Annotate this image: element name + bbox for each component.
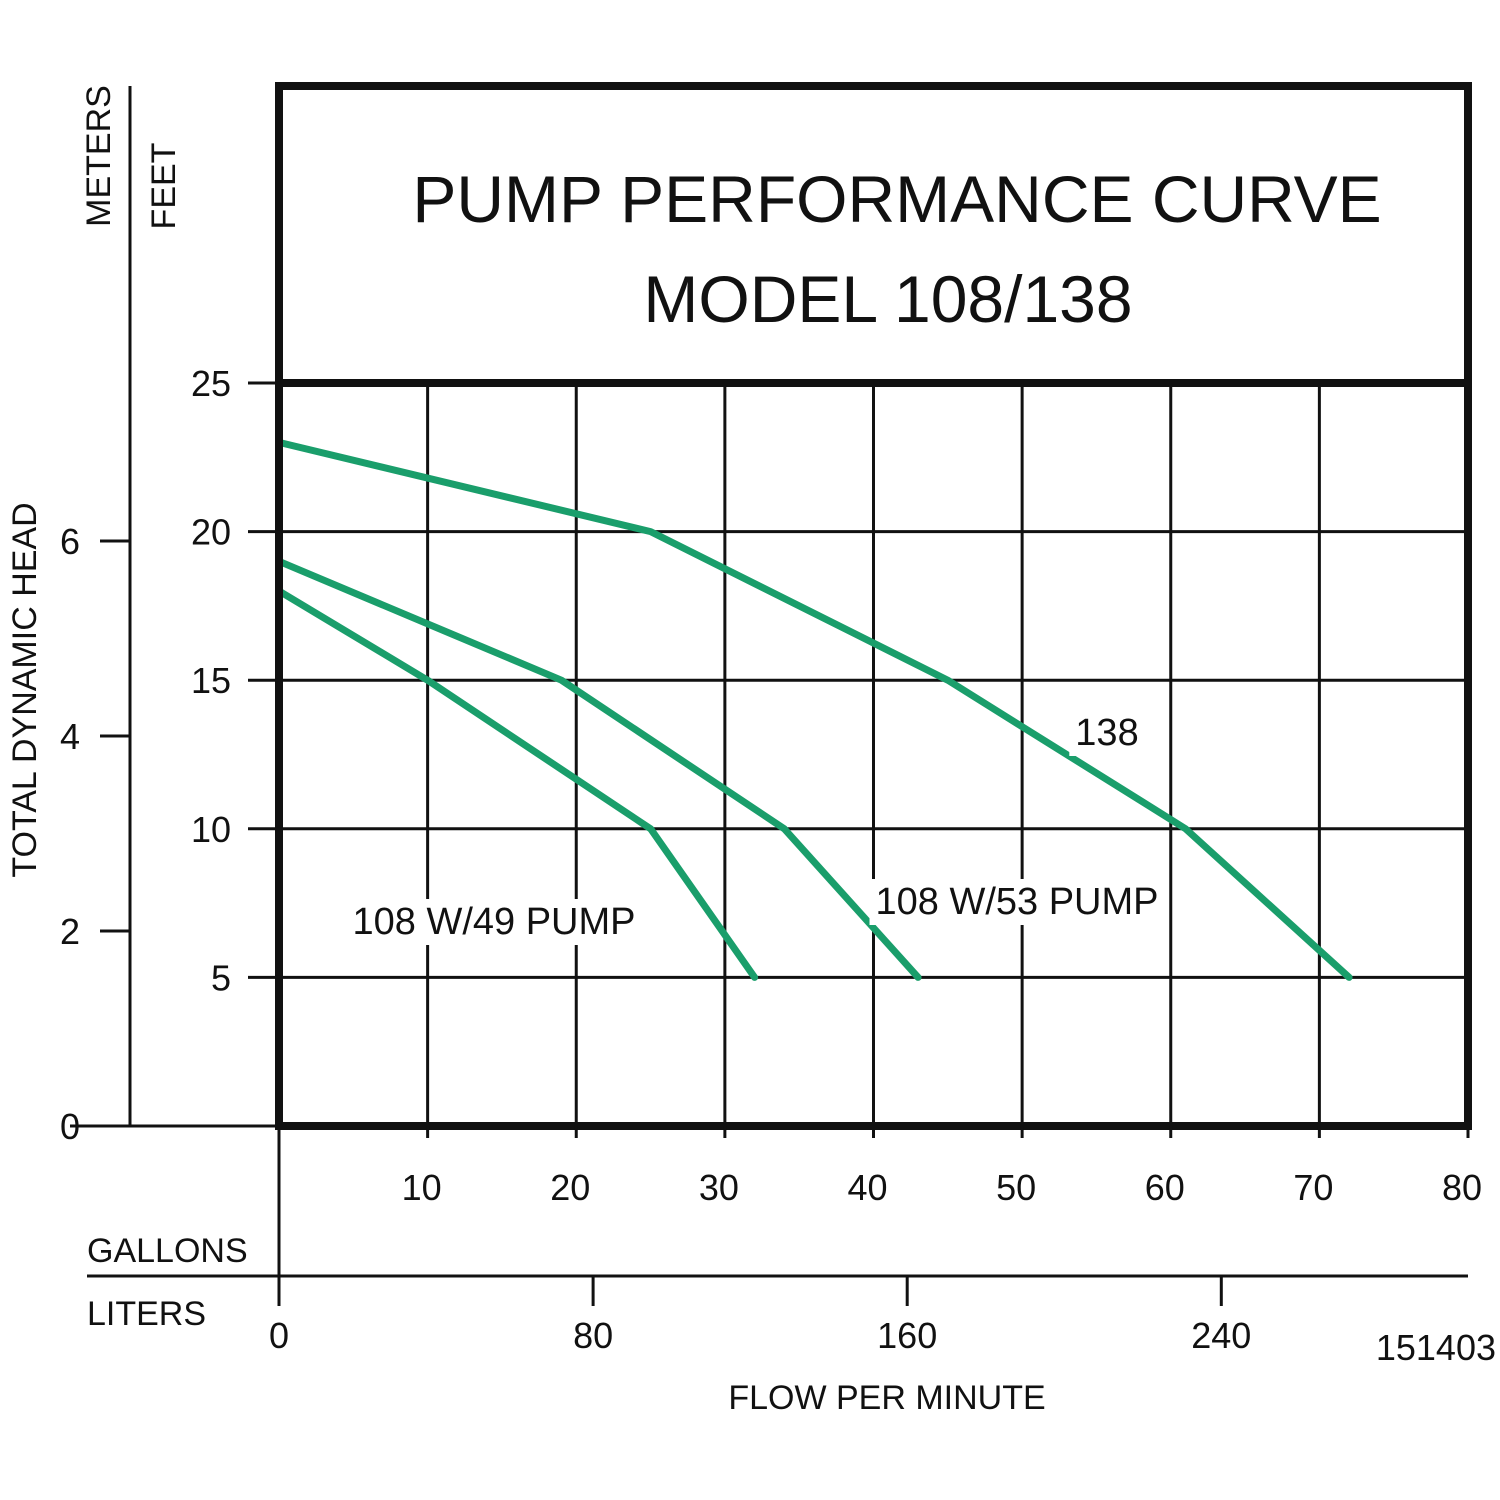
series-line-2 bbox=[275, 587, 759, 981]
x-tick-label-20: 20 bbox=[550, 1167, 590, 1208]
series-label-108-w49: 108 W/49 PUMP bbox=[353, 901, 636, 943]
x-tick-label-50: 50 bbox=[996, 1167, 1036, 1208]
x-tick-label-40: 40 bbox=[847, 1167, 887, 1208]
figure-number: 151403 bbox=[1376, 1327, 1496, 1368]
y-secondary-tick-label-2: 2 bbox=[60, 911, 80, 952]
series-label-108-w53-backdrop bbox=[869, 879, 1165, 925]
x-tick-label-80: 80 bbox=[1442, 1167, 1482, 1208]
x-unit-liters: LITERS bbox=[87, 1295, 206, 1333]
x-tick-label-70: 70 bbox=[1293, 1167, 1333, 1208]
x-tick-label-10: 10 bbox=[402, 1167, 442, 1208]
series-label-108-w53: 108 W/53 PUMP bbox=[876, 881, 1159, 923]
y-tick-label-20: 20 bbox=[191, 512, 231, 553]
series-label-108-w49-backdrop bbox=[346, 899, 642, 945]
y-tick-label-10: 10 bbox=[191, 809, 231, 850]
y-secondary-tick-label-4: 4 bbox=[60, 716, 80, 757]
grid-lines bbox=[279, 383, 1468, 1126]
chart-title-line-1: PUMP PERFORMANCE CURVE bbox=[412, 162, 1381, 236]
y-unit-feet: FEET bbox=[145, 143, 183, 230]
y-tick-label-5: 5 bbox=[211, 957, 231, 998]
x-secondary-tick-label-160: 160 bbox=[877, 1315, 937, 1356]
y-secondary-tick-label-0: 0 bbox=[60, 1106, 80, 1147]
x-axis-title: FLOW PER MINUTE bbox=[728, 1379, 1045, 1417]
series-line-0 bbox=[275, 438, 1353, 981]
series-label-138: 138 bbox=[1075, 712, 1138, 754]
series-line-1 bbox=[275, 557, 922, 981]
y-secondary-tick-label-6: 6 bbox=[60, 521, 80, 562]
series-label-138-backdrop bbox=[1069, 710, 1145, 756]
y-unit-meters: METERS bbox=[80, 85, 118, 227]
y-axis-title: TOTAL DYNAMIC HEAD bbox=[6, 502, 44, 877]
x-secondary-tick-label-240: 240 bbox=[1191, 1315, 1251, 1356]
performance-curves bbox=[275, 438, 1353, 981]
y-tick-label-15: 15 bbox=[191, 660, 231, 701]
x-secondary-tick-label-80: 80 bbox=[573, 1315, 613, 1356]
x-unit-gallons: GALLONS bbox=[87, 1232, 248, 1270]
y-tick-label-25: 25 bbox=[191, 363, 231, 404]
chart-title-line-2: MODEL 108/138 bbox=[643, 262, 1132, 336]
x-tick-label-60: 60 bbox=[1145, 1167, 1185, 1208]
x-secondary-tick-label-0: 0 bbox=[269, 1315, 289, 1356]
x-tick-label-30: 30 bbox=[699, 1167, 739, 1208]
chart-frame: 5 10 15 20 25 0 2 4 6 10 20 30 40 50 60 70 80 0 80 160 240 bbox=[60, 82, 1482, 1356]
